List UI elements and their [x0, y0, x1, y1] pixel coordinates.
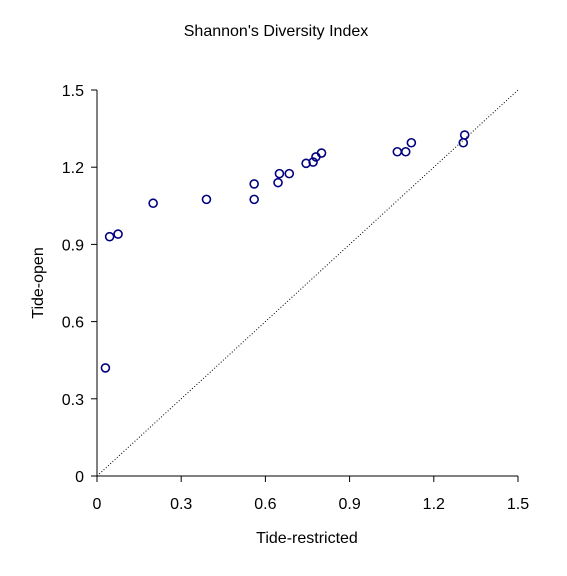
x-tick-label: 1.5 [507, 496, 529, 513]
data-point [201, 194, 212, 205]
data-point [249, 179, 259, 189]
x-axis-label: Tide-restricted [256, 530, 358, 547]
data-point [308, 157, 318, 167]
chart-title: Shannon's Diversity Index [184, 23, 368, 40]
data-point [148, 198, 158, 209]
y-tick-label: 0 [75, 469, 84, 486]
data-point [400, 146, 411, 157]
data-point [104, 231, 115, 242]
y-tick-label: 0.3 [62, 392, 84, 409]
y-axis-label: Tide-open [30, 247, 47, 318]
y-tick-label: 1.2 [62, 160, 84, 177]
data-point [406, 137, 417, 148]
plot-area: 0 0.3 0.6 0.9 1.2 1.5 0 0.3 0.6 0.9 1.2 1.5 [62, 83, 529, 513]
data-point [274, 168, 285, 179]
data-point [301, 158, 311, 169]
x-tick-label: 0 [93, 496, 102, 513]
data-point [100, 363, 111, 373]
x-tick-label: 0.9 [338, 496, 360, 513]
data-point [316, 148, 327, 158]
data-point [392, 146, 403, 157]
x-tick-label: 1.2 [423, 496, 445, 513]
data-point [273, 177, 283, 188]
data-point [249, 194, 259, 205]
data-point [284, 168, 295, 179]
x-tick-label: 0.6 [254, 496, 276, 513]
data-point [458, 137, 469, 148]
reference-line-1-to-1 [96, 89, 519, 477]
x-tick-label: 0.3 [170, 496, 192, 513]
data-point [113, 229, 123, 239]
y-tick-label: 0.6 [62, 315, 84, 332]
y-tick-label: 1.5 [62, 83, 84, 100]
y-tick-label: 0.9 [62, 237, 84, 254]
data-point [459, 130, 470, 140]
